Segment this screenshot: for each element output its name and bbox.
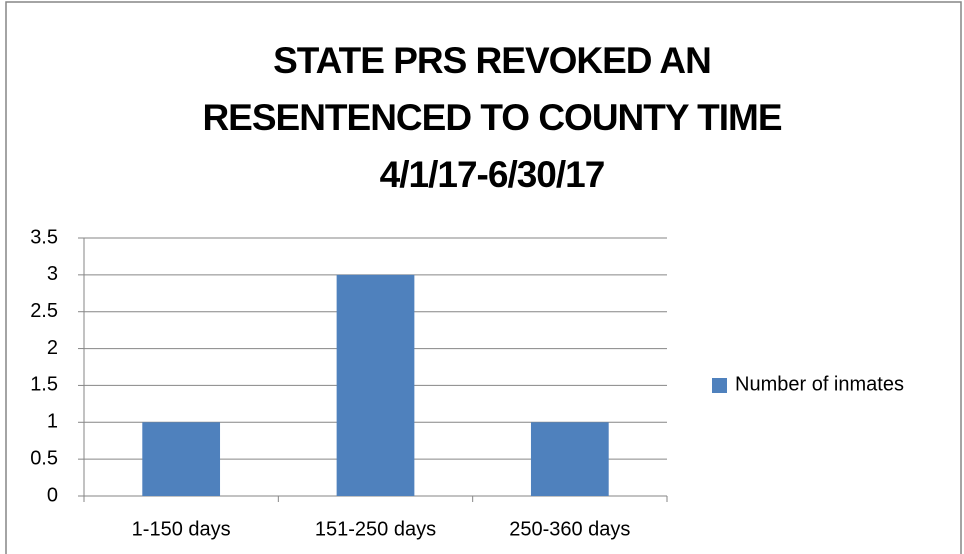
chart-title: RESENTENCED TO COUNTY TIME [202, 97, 781, 138]
bar [336, 274, 415, 496]
legend-swatch [712, 378, 727, 393]
y-tick-label: 1.5 [30, 374, 58, 396]
y-tick-label: 1 [47, 411, 58, 433]
bar [530, 422, 609, 496]
y-tick-label: 0 [47, 484, 58, 506]
chart-title: STATE PRS REVOKED AN [273, 40, 711, 81]
bar [142, 422, 221, 496]
y-tick-label: 3.5 [30, 226, 58, 248]
legend-label: Number of inmates [735, 373, 904, 395]
chart-title: 4/1/17-6/30/17 [380, 154, 605, 195]
y-tick-label: 2 [47, 337, 58, 359]
x-tick-label: 1-150 days [132, 518, 231, 540]
y-tick-label: 0.5 [30, 447, 58, 469]
y-tick-label: 2.5 [30, 300, 58, 322]
y-tick-label: 3 [47, 263, 58, 285]
x-tick-label: 151-250 days [315, 518, 436, 540]
x-tick-label: 250-360 days [509, 518, 630, 540]
